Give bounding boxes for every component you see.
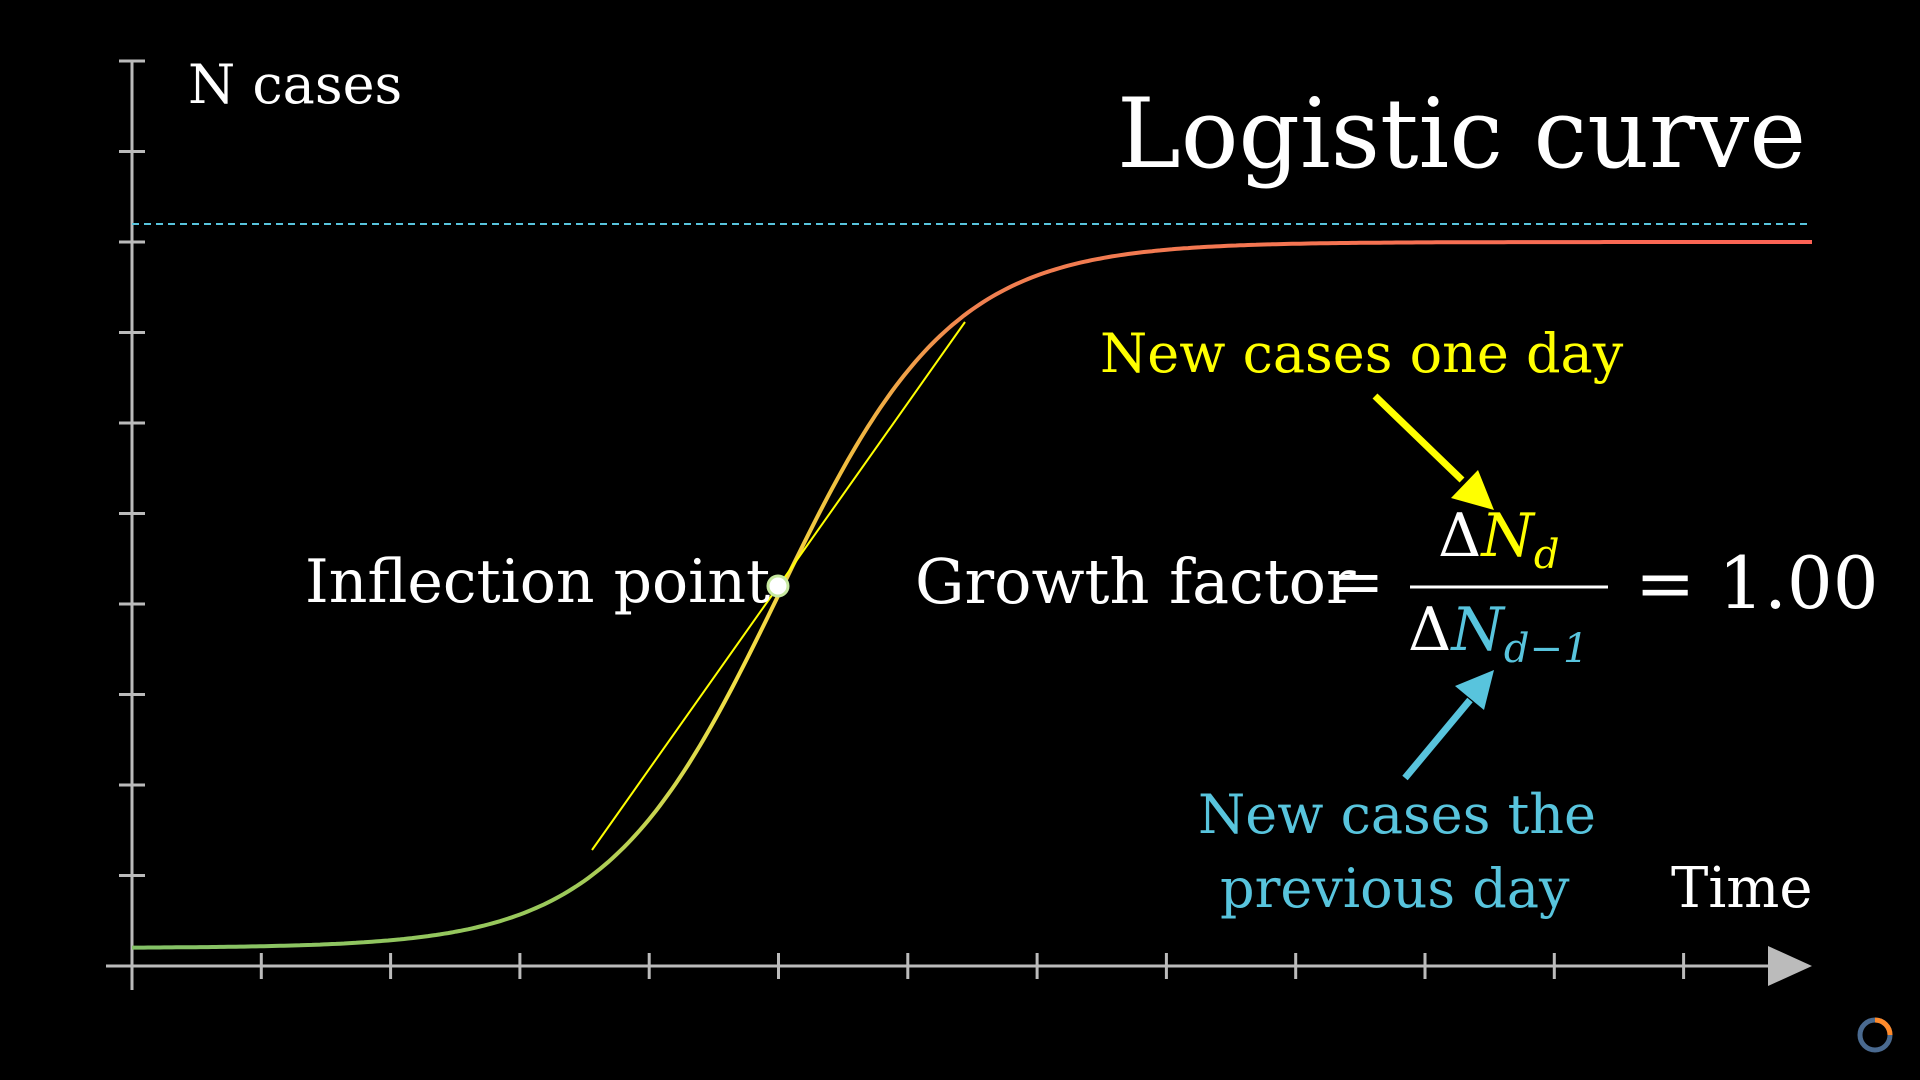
annotation-new-cases-previous-day-line1: New cases the: [1198, 783, 1596, 846]
y-axis-label: N cases: [188, 53, 402, 116]
blue-arrow-head: [1455, 670, 1494, 710]
axes: [106, 59, 1812, 990]
yellow-arrow-shaft: [1372, 393, 1465, 483]
logistic-curve: [132, 240, 1812, 950]
formula-equals: =: [1332, 545, 1384, 618]
y-axis-ticks: [119, 59, 145, 877]
loading-spinner-icon: [1857, 1017, 1893, 1053]
annotation-new-cases-previous-day-line2: previous day: [1220, 857, 1570, 920]
denominator: ΔNd−1: [1408, 595, 1588, 672]
inflection-point-label: Inflection point: [305, 547, 770, 617]
numerator: ΔNd: [1438, 501, 1559, 578]
formula-result: = 1.00: [1635, 541, 1879, 625]
annotation-new-cases-one-day: New cases one day: [1100, 322, 1624, 385]
growth-factor-formula: Growth factor = ΔNd ΔNd−1 = 1.00: [915, 501, 1879, 672]
chart-title: Logistic curve: [1117, 78, 1806, 190]
blue-arrow-shaft: [1402, 697, 1473, 781]
yellow-arrow-head: [1451, 470, 1494, 510]
x-axis-ticks: [259, 953, 1686, 979]
x-axis-arrowhead: [1768, 946, 1812, 986]
inflection-point-dot: [766, 574, 790, 598]
x-axis-label: Time: [1671, 856, 1813, 921]
growth-factor-label: Growth factor: [915, 545, 1356, 618]
